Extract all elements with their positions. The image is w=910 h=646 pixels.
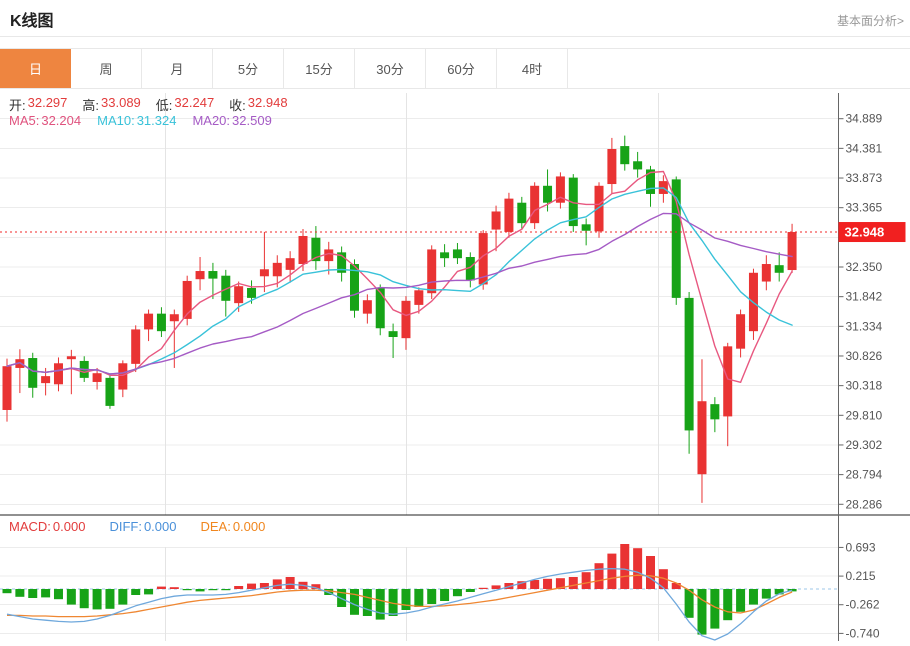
page-title: K线图 bbox=[10, 13, 54, 30]
kline-chart[interactable]: 34.88934.38133.87333.36532.85732.35031.8… bbox=[0, 89, 910, 646]
svg-text:0.215: 0.215 bbox=[846, 569, 876, 583]
svg-text:29.302: 29.302 bbox=[846, 438, 883, 452]
svg-text:30.318: 30.318 bbox=[846, 379, 883, 393]
chart-area: 34.88934.38133.87333.36532.85732.35031.8… bbox=[0, 89, 910, 646]
svg-text:28.286: 28.286 bbox=[846, 497, 883, 511]
tab-week[interactable]: 周 bbox=[71, 49, 142, 88]
svg-text:-0.262: -0.262 bbox=[846, 598, 880, 612]
tab-month[interactable]: 月 bbox=[142, 49, 213, 88]
svg-text:34.381: 34.381 bbox=[846, 141, 883, 155]
svg-text:-0.740: -0.740 bbox=[846, 626, 880, 640]
tab-m5[interactable]: 5分 bbox=[213, 49, 284, 88]
interval-tabbar: 日周月 5分 15分 30分 60分 4时 bbox=[0, 48, 910, 89]
current-price-badge-label: 32.948 bbox=[845, 225, 885, 240]
svg-text:34.889: 34.889 bbox=[846, 112, 883, 126]
svg-text:32.350: 32.350 bbox=[846, 260, 883, 274]
tab-day[interactable]: 日 bbox=[0, 49, 71, 88]
svg-text:0.693: 0.693 bbox=[846, 540, 876, 554]
svg-text:33.873: 33.873 bbox=[846, 171, 883, 185]
current-price-badge bbox=[838, 222, 906, 243]
fundamental-analysis-link[interactable]: 基本面分析> bbox=[836, 14, 904, 28]
svg-text:31.334: 31.334 bbox=[846, 319, 883, 333]
header: K线图 基本面分析> bbox=[0, 0, 910, 37]
svg-text:33.365: 33.365 bbox=[846, 201, 883, 215]
tab-m30[interactable]: 30分 bbox=[355, 49, 426, 88]
svg-text:31.842: 31.842 bbox=[846, 290, 883, 304]
svg-text:29.810: 29.810 bbox=[846, 408, 883, 422]
tab-m15[interactable]: 15分 bbox=[284, 49, 355, 88]
svg-text:30.826: 30.826 bbox=[846, 349, 883, 363]
tab-h4[interactable]: 4时 bbox=[497, 49, 568, 88]
svg-text:28.794: 28.794 bbox=[846, 468, 883, 482]
tab-m60[interactable]: 60分 bbox=[426, 49, 497, 88]
